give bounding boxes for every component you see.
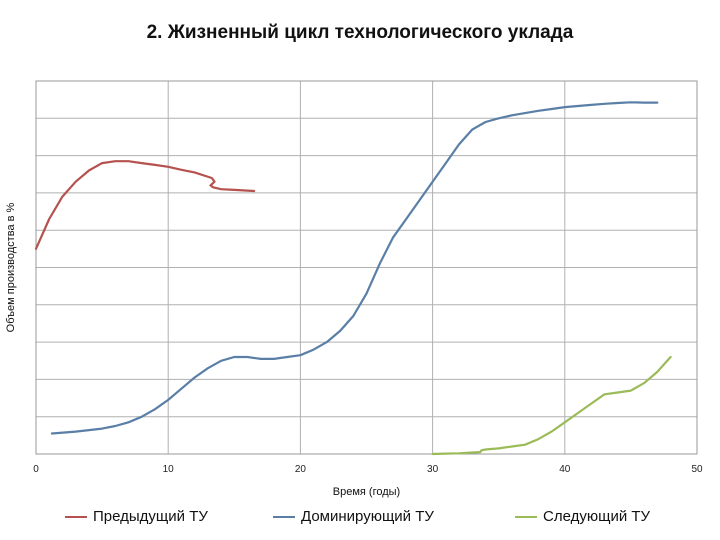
legend-label: Предыдущий ТУ	[93, 508, 208, 525]
legend: Предыдущий ТУ Доминирующий ТУ Следующий ТУ	[0, 508, 720, 532]
series-line-1	[34, 160, 256, 250]
line-chart: 0 10 20 30 40 50 Время (годы) Объем производс…	[5, 80, 703, 498]
x-axis-title: Время (годы)	[333, 486, 400, 498]
y-axis-title: Объем производства в %	[5, 202, 17, 332]
series-line-2	[50, 101, 659, 435]
legend-swatch	[515, 515, 537, 518]
x-tick-label: 40	[559, 464, 571, 475]
legend-swatch	[65, 515, 87, 518]
series-lines	[34, 101, 672, 456]
series-line-3	[431, 355, 672, 456]
x-tick-label: 10	[163, 464, 175, 475]
legend-label: Доминирующий ТУ	[301, 508, 434, 525]
legend-item: Предыдущий ТУ	[65, 508, 208, 525]
grid-lines	[36, 81, 697, 454]
legend-item: Доминирующий ТУ	[273, 508, 434, 525]
chart-title: 2. Жизненный цикл технологического уклад…	[146, 22, 574, 43]
legend-item: Следующий ТУ	[515, 508, 650, 525]
plot-area	[35, 80, 698, 455]
x-tick-labels: 0 10 20 30 40 50	[33, 464, 703, 475]
x-tick-label: 0	[33, 464, 39, 475]
legend-swatch	[273, 515, 295, 518]
x-tick-label: 30	[427, 464, 439, 475]
x-tick-label: 50	[691, 464, 703, 475]
legend-label: Следующий ТУ	[543, 508, 651, 525]
x-tick-label: 20	[295, 464, 307, 475]
